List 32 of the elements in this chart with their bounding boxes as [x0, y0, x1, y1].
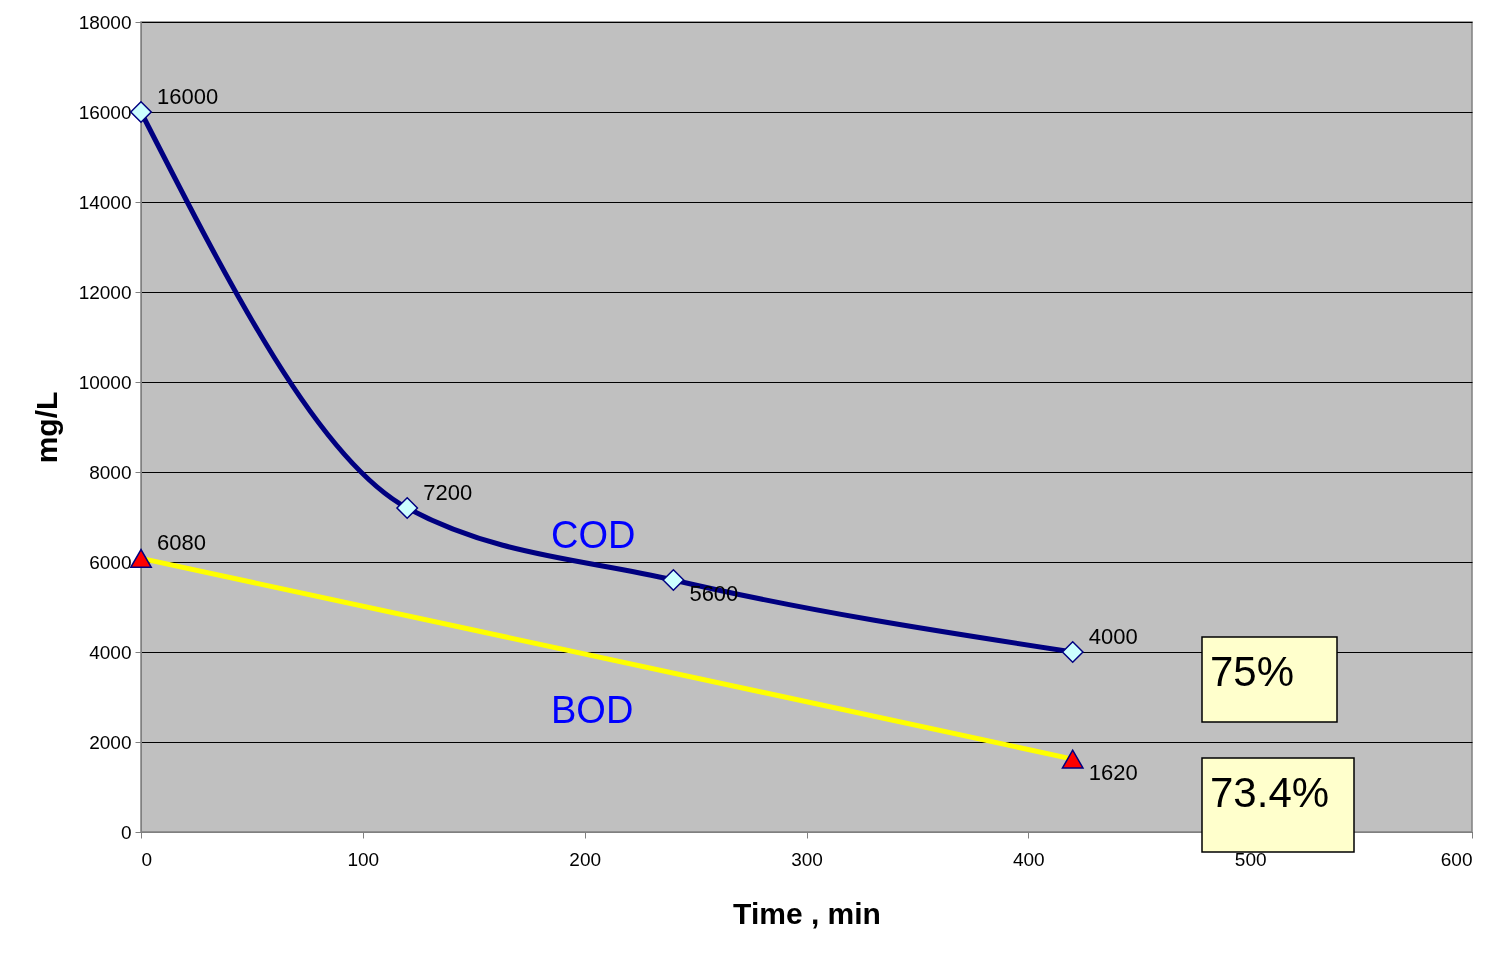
y-axis-title: mg/L [29, 391, 63, 464]
point [662, 569, 685, 591]
annotation: 73.4% [1210, 769, 1330, 816]
y-tick-label: 16000 [78, 101, 132, 123]
point [396, 497, 419, 519]
series-label: BOD [551, 689, 634, 731]
y-tick-label: 12000 [78, 281, 132, 303]
series-label: COD [551, 514, 636, 556]
y-tick-label: 6000 [89, 551, 132, 573]
y-tick-label: 2000 [89, 731, 132, 753]
y-tick-label: 4000 [89, 641, 132, 663]
x-tick-label: 300 [791, 848, 823, 870]
y-tick-label: 0 [120, 821, 132, 843]
annotation: 75% [1210, 648, 1295, 695]
x-tick-label: 600 [1440, 848, 1473, 870]
x-tick-label: 400 [1012, 848, 1045, 870]
y-tick-label: 18000 [78, 11, 132, 33]
x-tick-label: 100 [347, 848, 380, 870]
data-label: 16000 [157, 84, 219, 109]
x-axis-title: Time , min [733, 896, 881, 930]
x-tick-label: 500 [1234, 848, 1267, 870]
data-label: 1620 [1088, 760, 1138, 786]
x-tick-label: 0 [141, 848, 153, 870]
y-tick-label: 10000 [78, 371, 132, 393]
y-tick-label: 8000 [89, 461, 132, 483]
y-tick-label: 14000 [78, 191, 132, 213]
x-tick-label: 200 [569, 848, 602, 870]
data-label: 4000 [1088, 624, 1138, 649]
point [1061, 641, 1084, 663]
point [130, 101, 152, 123]
data-label: 6080 [157, 530, 206, 556]
data-label: 7200 [423, 480, 473, 505]
